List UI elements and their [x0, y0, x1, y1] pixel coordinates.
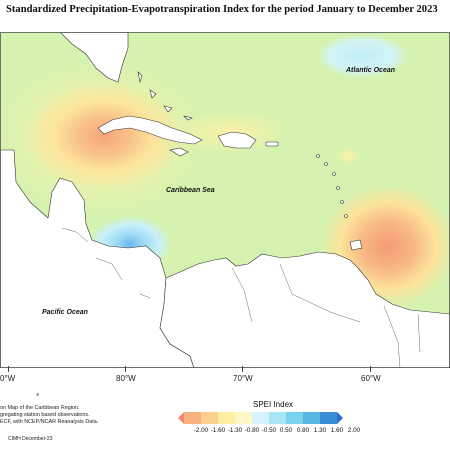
bahamas-1: [137, 71, 143, 84]
bahamas-4: [183, 115, 193, 121]
south-america: [159, 251, 450, 368]
border-1: [61, 227, 89, 243]
antilles-4: [336, 186, 340, 190]
wet-field-atlantic: [316, 34, 408, 78]
note-marker: ≡: [36, 392, 40, 398]
legend-tick-label: -1.60: [210, 427, 226, 434]
legend-title: SPEI Index: [253, 400, 294, 409]
credit-text: CIMH December-23: [8, 436, 53, 442]
antilles-3: [332, 172, 336, 176]
legend-swatch: [184, 412, 201, 424]
borders: [61, 227, 421, 368]
cuba: [97, 115, 203, 145]
border-7: [417, 313, 421, 353]
label-atlantic-ocean: Atlantic Ocean: [345, 67, 395, 74]
florida: [59, 32, 129, 83]
antilles-5: [340, 200, 344, 204]
legend-colorbar: [178, 412, 343, 424]
legend-swatch: [201, 412, 218, 424]
puerto-rico: [265, 141, 279, 147]
antilles-2: [324, 162, 328, 166]
border-3: [139, 293, 151, 299]
legend-tick-label: -2.00: [193, 427, 209, 434]
legend-tick-label: 0.80: [296, 427, 310, 434]
legend-swatch: [269, 412, 286, 424]
border-6: [383, 305, 401, 368]
trinidad: [349, 239, 363, 251]
lon-label-90w: 0°W: [0, 374, 16, 383]
lon-label-80w: 80°W: [116, 374, 136, 383]
legend-tick-label: -0.80: [244, 427, 260, 434]
jamaica: [169, 147, 189, 157]
lon-label-70w: 70°W: [233, 374, 253, 383]
border-4: [231, 267, 253, 323]
map-title: Standardized Precipitation-Evapotranspir…: [6, 4, 438, 15]
legend-tick-label: -1.30: [227, 427, 243, 434]
border-5: [279, 263, 361, 323]
legend-arrow-right: [337, 412, 343, 424]
bahamas-3: [163, 105, 173, 113]
legend-swatch: [218, 412, 235, 424]
dry-field-antilles: [336, 146, 360, 166]
antilles-1: [316, 154, 320, 158]
land-masses: [0, 32, 450, 368]
spei-map: Atlantic Ocean Caribbean Sea Pacific Oce…: [0, 32, 450, 368]
tick-70w: [242, 366, 243, 372]
label-caribbean-sea: Caribbean Sea: [166, 187, 215, 194]
legend-swatch: [252, 412, 269, 424]
legend-swatch: [303, 412, 320, 424]
tick-90w: [8, 366, 9, 372]
tick-80w: [125, 366, 126, 372]
legend-tick-label: -0.50: [261, 427, 277, 434]
note-line-2: gregating station based observations.: [0, 412, 90, 418]
legend-swatch: [235, 412, 252, 424]
legend-swatch: [286, 412, 303, 424]
legend-tick-label: 1.60: [330, 427, 344, 434]
note-line-1: on Map of the Caribbean Region.: [0, 405, 80, 411]
note-line-3: ECF, with NCEP/NCAR Reanalysis Data.: [0, 419, 99, 425]
legend-arrow-left: [178, 412, 184, 424]
dry-field-hispaniola: [170, 110, 290, 154]
bahamas-2: [149, 89, 157, 99]
label-pacific-ocean: Pacific Ocean: [42, 309, 88, 316]
dry-field-cuba: [26, 82, 182, 190]
border-2: [95, 257, 123, 281]
hispaniola: [217, 131, 257, 149]
lon-label-60w: 60°W: [361, 374, 381, 383]
legend-tick-label: 1.30: [313, 427, 327, 434]
antilles-6: [344, 214, 348, 218]
legend-swatch: [320, 412, 337, 424]
tick-60w: [370, 366, 371, 372]
legend-tick-label: 0.50: [279, 427, 293, 434]
legend-tick-label: 2.00: [347, 427, 361, 434]
